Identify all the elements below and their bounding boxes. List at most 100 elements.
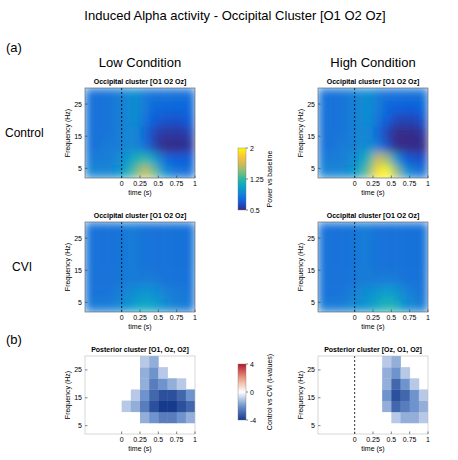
heat-cell: [419, 401, 428, 413]
heat-cell: [140, 165, 150, 178]
heat-cell: [85, 235, 95, 248]
heat-cell: [336, 299, 346, 312]
heat-cell: [373, 165, 383, 178]
heat-cell: [122, 114, 132, 127]
x-tick: [391, 432, 392, 435]
y-tick: [318, 136, 321, 137]
heat-cell: [103, 152, 113, 165]
heat-cell: [391, 412, 401, 424]
colorbar-title: Control vs CVI (t-values): [266, 354, 274, 430]
panel-title: Occipital cluster [O1 O2 Oz]: [327, 212, 420, 220]
heat-cell: [410, 152, 420, 165]
x-tick: [409, 432, 410, 435]
heat-cell: [177, 299, 187, 312]
heat-cell: [122, 261, 132, 274]
heat-cell: [140, 378, 150, 390]
heat-cell: [158, 248, 168, 261]
colorbar-tick: [246, 420, 248, 421]
heat-cell: [327, 222, 337, 235]
y-tick: [318, 238, 321, 239]
heat-cell: [382, 139, 392, 152]
heat-cell: [355, 114, 365, 127]
heat-cell: [149, 165, 159, 178]
heat-cell: [113, 222, 123, 235]
x-tick-label: 0.25: [366, 180, 380, 187]
heat-cell: [140, 261, 150, 274]
heat-cell: [382, 235, 392, 248]
x-tick: [158, 176, 159, 179]
heat-cell: [158, 299, 168, 312]
heat-cell: [168, 139, 178, 152]
heat-cell: [140, 222, 150, 235]
x-tick-label: 0.5: [386, 180, 396, 187]
heat-cell: [158, 88, 168, 101]
heat-cell: [158, 152, 168, 165]
heat-cell: [318, 127, 328, 140]
plot-bg: [85, 88, 195, 178]
x-tick-label: 0.75: [403, 436, 417, 443]
heat-cell: [168, 401, 178, 413]
plot-bg: [85, 222, 195, 312]
x-tick-label: 0.5: [153, 436, 163, 443]
x-tick: [428, 432, 429, 435]
heat-cell: [168, 299, 178, 312]
heat-cell: [113, 273, 123, 286]
colorbar-tick: [246, 179, 248, 180]
panel-title: Occipital cluster [O1 O2 Oz]: [94, 212, 187, 220]
heat-cell: [346, 299, 356, 312]
heat-cell: [85, 248, 95, 261]
heat-cell: [94, 165, 104, 178]
heat-cell: [149, 261, 159, 274]
heat-cell: [355, 261, 365, 274]
heat-cell: [391, 165, 401, 178]
plot-bg: [318, 222, 428, 312]
colorbar-tick-label: 0.5: [250, 207, 260, 214]
heat-cell: [391, 139, 401, 152]
heat-cell: [327, 127, 337, 140]
x-tick-label: 0: [353, 314, 357, 321]
y-tick: [85, 302, 88, 303]
heat-cell: [401, 165, 411, 178]
x-axis-title: time (s): [128, 445, 151, 453]
heat-cell: [382, 152, 392, 165]
cells: [122, 356, 195, 423]
panel: 00.250.50.75151525Posterior cluster [Oz,…: [297, 346, 430, 453]
y-tick-label: 25: [307, 101, 315, 108]
heat-cell: [401, 88, 411, 101]
heat-cell: [94, 152, 104, 165]
heat-cell: [401, 261, 411, 274]
heat-cell: [131, 273, 141, 286]
heat-cell: [140, 248, 150, 261]
heat-cell: [140, 235, 150, 248]
heat-cell: [168, 114, 178, 127]
heat-cell: [364, 114, 374, 127]
y-tick-label: 15: [307, 133, 315, 140]
heat-cell: [410, 235, 420, 248]
heat-cell: [122, 101, 132, 114]
heat-cell: [373, 101, 383, 114]
x-tick: [391, 176, 392, 179]
heat-cell: [410, 139, 420, 152]
heat-cell: [140, 88, 150, 101]
heat-cell: [410, 101, 420, 114]
heat-cell: [140, 389, 150, 401]
plot-frame: [85, 222, 195, 312]
heat-cell: [401, 235, 411, 248]
column-label: High Condition: [330, 55, 415, 70]
cells: [318, 222, 428, 312]
heat-cell: [113, 127, 123, 140]
x-tick-label: 1: [426, 180, 430, 187]
heat-cell: [85, 88, 95, 101]
heat-cell: [355, 139, 365, 152]
heat-cell: [158, 261, 168, 274]
heat-cell: [186, 401, 195, 413]
colorbar-tick-label: 2: [250, 145, 254, 152]
heat-cell: [336, 273, 346, 286]
heat-cell: [131, 299, 141, 312]
heat-cell: [94, 127, 104, 140]
heat-cell: [158, 273, 168, 286]
heat-cell: [94, 273, 104, 286]
heat-cell: [186, 261, 195, 274]
heat-cell: [364, 273, 374, 286]
y-tick: [85, 104, 88, 105]
